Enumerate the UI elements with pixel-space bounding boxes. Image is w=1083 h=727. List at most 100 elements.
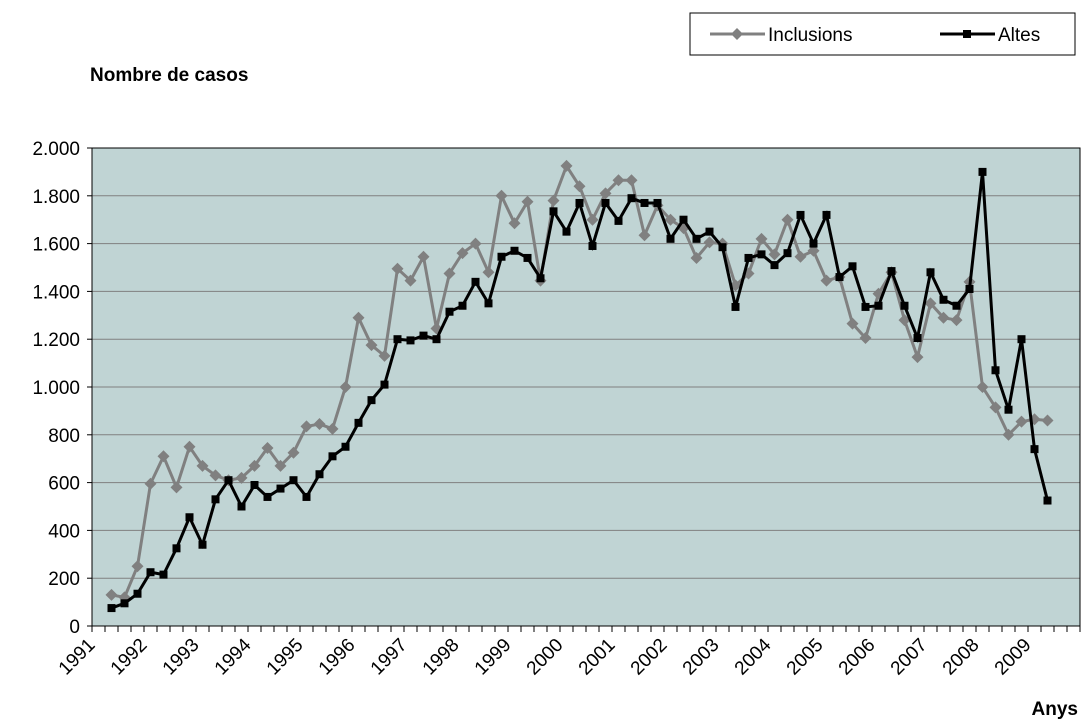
data-point: [744, 253, 753, 262]
data-point: [653, 198, 662, 207]
data-point: [599, 187, 612, 200]
data-point: [861, 302, 870, 311]
y-tick-label: 1.400: [32, 282, 80, 303]
data-point: [755, 232, 768, 245]
data-point: [484, 299, 493, 308]
data-point: [263, 492, 272, 501]
data-point: [146, 568, 155, 577]
x-axis-label: Anys: [1032, 699, 1078, 720]
data-point: [443, 267, 456, 280]
data-point: [471, 277, 480, 286]
x-tick-label: 1995: [263, 635, 308, 680]
data-point: [937, 311, 950, 324]
data-point: [768, 248, 781, 261]
data-point: [614, 216, 623, 225]
data-point: [731, 302, 740, 311]
data-point: [523, 253, 532, 262]
data-point: [354, 418, 363, 427]
data-point: [458, 301, 467, 310]
data-point: [445, 307, 454, 316]
data-point: [1043, 496, 1052, 505]
data-point: [562, 227, 571, 236]
data-point: [417, 250, 430, 263]
data-point: [367, 396, 376, 405]
y-tick-label: 1.200: [32, 330, 80, 351]
x-tick-label: 2004: [731, 634, 776, 679]
data-point: [573, 180, 586, 193]
data-point: [248, 459, 261, 472]
data-point: [666, 234, 675, 243]
data-point: [848, 262, 857, 271]
data-point: [705, 227, 714, 236]
x-tick-label: 1999: [471, 635, 516, 680]
data-point: [365, 339, 378, 352]
data-point: [508, 217, 521, 230]
data-point: [170, 481, 183, 494]
x-tick-label: 1997: [367, 635, 412, 680]
data-point: [939, 295, 948, 304]
data-point: [887, 267, 896, 276]
data-point: [575, 198, 584, 207]
data-point: [1004, 405, 1013, 414]
data-point: [913, 334, 922, 343]
data-point: [952, 301, 961, 310]
data-point: [289, 476, 298, 485]
y-tick-label: 1.000: [32, 378, 80, 399]
data-point: [690, 251, 703, 264]
data-point: [521, 195, 534, 208]
x-tick-label: 2002: [627, 635, 672, 680]
data-point: [950, 314, 963, 327]
data-point: [679, 215, 688, 224]
data-point: [627, 194, 636, 203]
x-tick-label: 1998: [419, 635, 464, 680]
data-point: [120, 599, 129, 608]
y-tick-label: 1.800: [32, 187, 80, 208]
data-point: [703, 236, 716, 249]
data-point: [183, 440, 196, 453]
data-point: [783, 249, 792, 258]
data-point: [586, 213, 599, 226]
x-tick-label: 1996: [315, 635, 360, 680]
data-point: [497, 252, 506, 261]
data-point: [1002, 428, 1015, 441]
data-point: [1041, 414, 1054, 427]
y-tick-label: 200: [48, 569, 80, 590]
data-point: [978, 167, 987, 176]
data-point: [510, 246, 519, 255]
data-point: [638, 229, 651, 242]
legend-label: Altes: [998, 25, 1040, 46]
data-point: [133, 589, 142, 598]
data-point: [380, 380, 389, 389]
y-tick-label: 2.000: [32, 139, 80, 160]
data-point: [159, 570, 168, 579]
x-tick-label: 1993: [159, 635, 204, 680]
x-tick-label: 2001: [575, 635, 620, 680]
data-point: [560, 159, 573, 172]
data-point: [274, 459, 287, 472]
data-point: [107, 604, 116, 613]
data-point: [1030, 445, 1039, 454]
y-tick-label: 800: [48, 426, 80, 447]
data-point: [144, 477, 157, 490]
y-tick-label: 0: [69, 617, 80, 638]
data-point: [315, 470, 324, 479]
data-point: [378, 349, 391, 362]
data-point: [601, 198, 610, 207]
data-point: [404, 274, 417, 287]
data-point: [235, 471, 248, 484]
data-point: [456, 247, 469, 260]
data-point: [989, 401, 1002, 414]
data-point: [859, 332, 872, 345]
data-point: [250, 480, 259, 489]
data-point: [391, 262, 404, 275]
data-point: [820, 274, 833, 287]
data-point: [1015, 415, 1028, 428]
data-point: [991, 366, 1000, 375]
data-point: [1017, 335, 1026, 344]
data-point: [482, 266, 495, 279]
data-point: [835, 273, 844, 282]
data-point: [432, 335, 441, 344]
data-point: [261, 441, 274, 454]
data-point: [718, 243, 727, 252]
data-point: [209, 469, 222, 482]
